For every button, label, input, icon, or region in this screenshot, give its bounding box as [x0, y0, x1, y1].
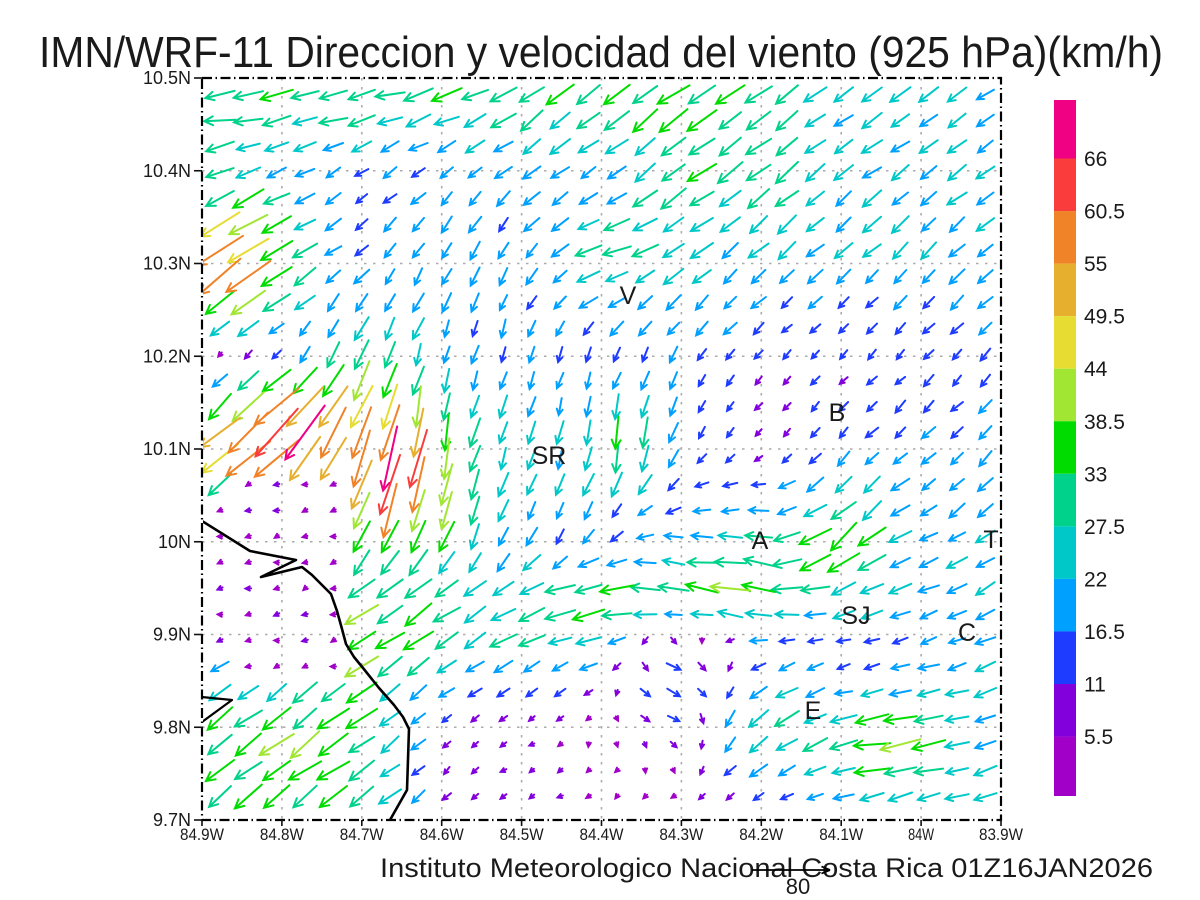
svg-text:80: 80: [786, 874, 810, 899]
svg-text:38.5: 38.5: [1084, 411, 1125, 434]
svg-text:9.7N: 9.7N: [153, 810, 191, 830]
svg-text:SJ: SJ: [841, 602, 870, 630]
svg-text:84.7W: 84.7W: [340, 825, 384, 844]
svg-text:V: V: [620, 282, 637, 310]
svg-text:10.5N: 10.5N: [143, 68, 191, 88]
svg-text:10.1N: 10.1N: [143, 439, 191, 459]
svg-text:66: 66: [1084, 148, 1107, 171]
svg-text:33: 33: [1084, 463, 1107, 486]
svg-text:44: 44: [1084, 358, 1108, 381]
svg-text:10.3N: 10.3N: [143, 254, 191, 274]
svg-text:10.4N: 10.4N: [143, 161, 191, 181]
svg-text:10.2N: 10.2N: [143, 346, 191, 366]
svg-text:A: A: [752, 527, 769, 555]
svg-text:5.5: 5.5: [1084, 726, 1113, 749]
svg-text:84W: 84W: [908, 825, 934, 844]
svg-text:55: 55: [1084, 253, 1107, 276]
svg-text:9.9N: 9.9N: [153, 625, 191, 645]
svg-text:60.5: 60.5: [1084, 201, 1125, 224]
svg-text:IMN/WRF-11 Direccion y velocid: IMN/WRF-11 Direccion y velocidad del vie…: [39, 28, 1163, 77]
svg-text:E: E: [805, 697, 822, 725]
svg-text:84.8W: 84.8W: [260, 825, 304, 844]
svg-text:49.5: 49.5: [1084, 306, 1125, 329]
svg-text:84.9W: 84.9W: [180, 825, 224, 844]
svg-text:84.3W: 84.3W: [659, 825, 703, 844]
svg-text:84.4W: 84.4W: [580, 825, 624, 844]
svg-text:B: B: [829, 399, 846, 427]
svg-text:9.8N: 9.8N: [153, 717, 191, 737]
svg-text:C: C: [958, 619, 976, 647]
svg-text:T: T: [983, 526, 998, 554]
svg-text:83.9W: 83.9W: [979, 825, 1023, 844]
svg-text:22: 22: [1084, 568, 1107, 591]
svg-text:84.2W: 84.2W: [739, 825, 783, 844]
svg-text:16.5: 16.5: [1084, 621, 1125, 644]
svg-text:84.5W: 84.5W: [500, 825, 544, 844]
svg-text:27.5: 27.5: [1084, 516, 1125, 539]
svg-text:84.1W: 84.1W: [819, 825, 863, 844]
svg-text:Instituto Meteorologico Nacion: Instituto Meteorologico Nacional Costa R…: [380, 853, 1153, 883]
svg-text:11: 11: [1084, 674, 1106, 697]
svg-text:SR: SR: [532, 442, 567, 470]
svg-text:84.6W: 84.6W: [420, 825, 464, 844]
svg-text:10N: 10N: [158, 532, 191, 552]
